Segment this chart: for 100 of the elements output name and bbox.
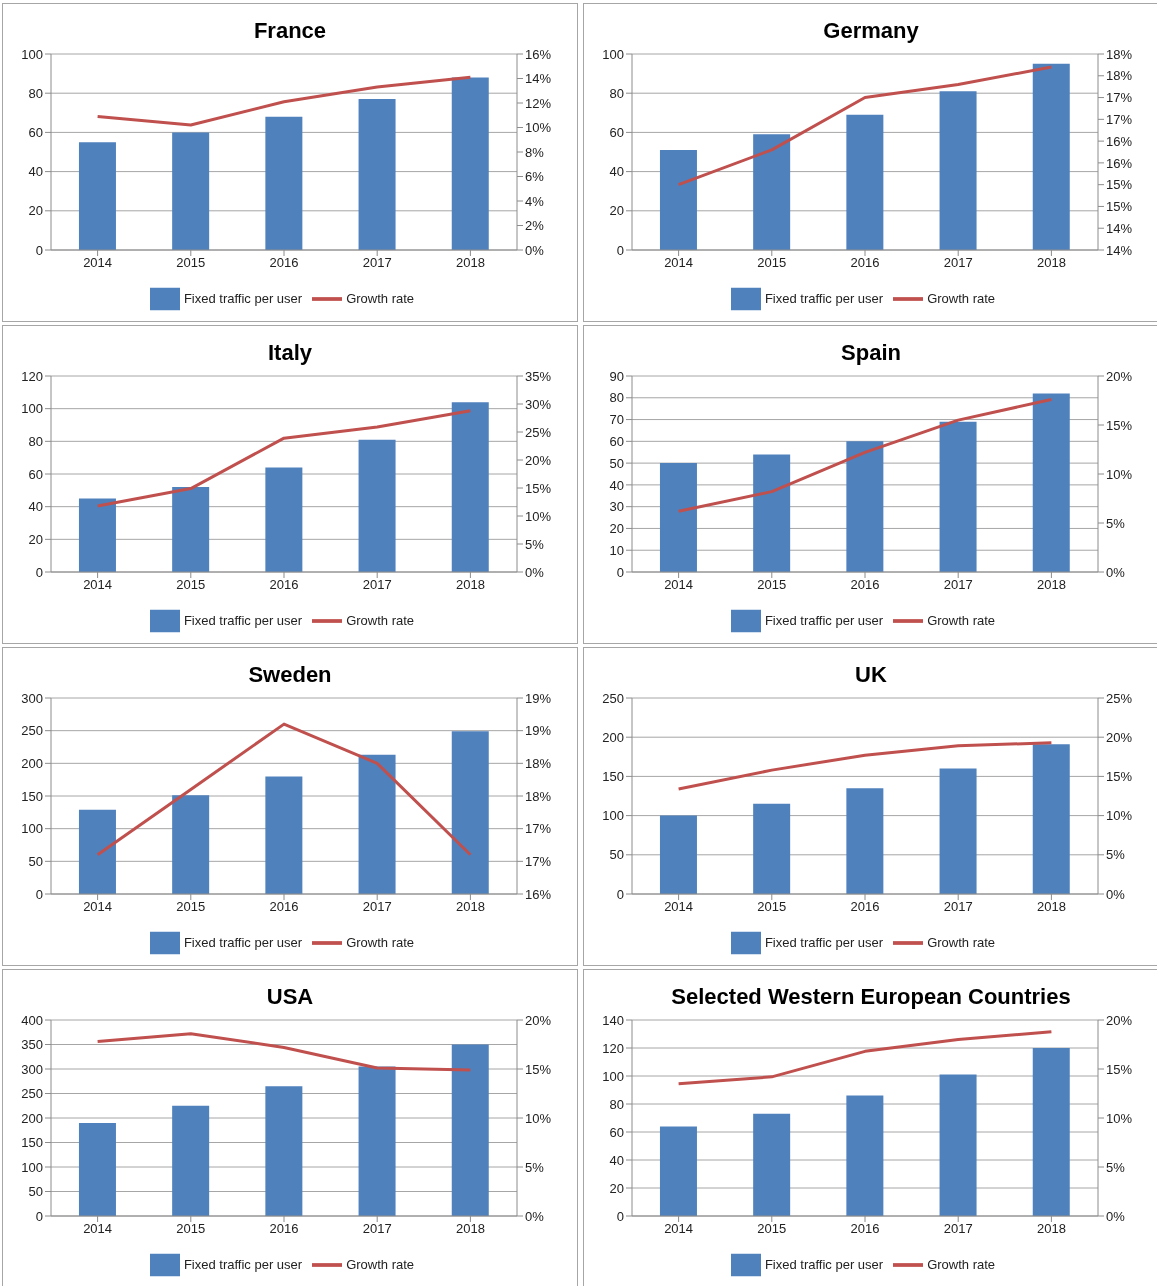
y-tick-label: 60 <box>28 125 43 141</box>
y-tick-label: 100 <box>602 808 624 824</box>
y2-tick-label: 16% <box>525 886 552 902</box>
y-tick-label: 100 <box>21 1159 43 1175</box>
y-tick-label: 90 <box>609 368 624 384</box>
y2-tick-label: 15% <box>1106 417 1133 433</box>
bar <box>78 142 116 250</box>
x-tick-label: 2014 <box>83 255 113 271</box>
legend-label: Growth rate <box>927 291 996 307</box>
legend-label: Fixed traffic per user <box>764 935 884 951</box>
y2-tick-label: 10% <box>1106 466 1133 482</box>
bar <box>1032 1048 1070 1216</box>
y-tick-label: 150 <box>21 1135 43 1151</box>
y2-tick-label: 19% <box>525 723 552 739</box>
bar <box>358 439 396 572</box>
legend-label: Fixed traffic per user <box>764 1257 884 1273</box>
x-tick-label: 2016 <box>269 1221 299 1237</box>
bar <box>172 487 210 572</box>
line-series <box>96 722 472 857</box>
y-tick-label: 0 <box>616 886 624 902</box>
y2-tick-label: 18% <box>525 788 552 804</box>
y2-tick-label: 10% <box>1106 1110 1133 1126</box>
x-tick-label: 2017 <box>362 255 392 271</box>
y-tick-label: 40 <box>28 164 43 180</box>
y-tick-label: 350 <box>21 1037 43 1053</box>
chart-title: Sweden <box>247 661 333 689</box>
y2-tick-label: 20% <box>525 1012 552 1028</box>
legend-label: Growth rate <box>346 935 415 951</box>
y-tick-label: 100 <box>602 46 624 62</box>
y2-tick-label: 17% <box>525 821 552 837</box>
legend-label: Fixed traffic per user <box>183 291 303 307</box>
x-tick-label: 2016 <box>269 255 299 271</box>
y-tick-label: 60 <box>28 466 43 482</box>
x-tick-label: 2015 <box>757 255 787 271</box>
y2-tick-label: 2% <box>525 218 545 234</box>
x-tick-label: 2017 <box>943 899 973 915</box>
x-tick-label: 2018 <box>455 1221 485 1237</box>
y-tick-label: 80 <box>609 1096 624 1112</box>
legend-label: Fixed traffic per user <box>764 291 884 307</box>
y2-tick-label: 10% <box>525 1110 552 1126</box>
y-tick-label: 70 <box>609 412 624 428</box>
x-tick-label: 2018 <box>1036 577 1066 593</box>
legend-label: Fixed traffic per user <box>183 935 303 951</box>
bar <box>846 441 884 572</box>
chart-title: Germany <box>822 17 920 45</box>
y2-tick-label: 25% <box>1106 690 1133 706</box>
y2-tick-label: 14% <box>1106 220 1133 236</box>
y-tick-label: 50 <box>28 1184 43 1200</box>
bar <box>846 1095 884 1216</box>
y2-tick-label: 25% <box>525 424 552 440</box>
y2-tick-label: 5% <box>1106 515 1126 531</box>
y-tick-label: 20 <box>609 203 624 219</box>
line-series <box>677 65 1053 187</box>
bar <box>846 788 884 894</box>
y-tick-label: 200 <box>21 755 43 771</box>
y-tick-label: 0 <box>35 564 43 580</box>
y-tick-label: 400 <box>21 1012 43 1028</box>
chart-title: UK <box>854 661 888 689</box>
bar <box>451 402 489 572</box>
legend-label: Growth rate <box>346 613 415 629</box>
x-tick-label: 2016 <box>269 577 299 593</box>
bar <box>358 99 396 250</box>
bar <box>939 421 977 572</box>
x-tick-label: 2014 <box>664 577 694 593</box>
bar <box>939 768 977 894</box>
y2-tick-label: 18% <box>1106 68 1133 84</box>
y2-tick-label: 18% <box>525 755 552 771</box>
y2-tick-label: 17% <box>1106 111 1133 127</box>
line-series <box>677 741 1053 791</box>
y2-tick-label: 0% <box>525 564 545 580</box>
bar <box>659 150 697 250</box>
x-tick-label: 2015 <box>176 255 206 271</box>
x-tick-label: 2017 <box>943 255 973 271</box>
x-tick-label: 2018 <box>1036 255 1066 271</box>
y-tick-label: 250 <box>21 723 43 739</box>
bar <box>753 134 791 250</box>
y-tick-label: 0 <box>35 242 43 258</box>
x-tick-label: 2015 <box>176 1221 206 1237</box>
y2-tick-label: 15% <box>1106 769 1133 785</box>
y-tick-label: 0 <box>35 1208 43 1224</box>
bar <box>1032 63 1070 250</box>
x-tick-label: 2014 <box>83 577 113 593</box>
y-tick-label: 120 <box>21 368 43 384</box>
y-tick-label: 200 <box>21 1110 43 1126</box>
bar <box>265 116 303 250</box>
y2-tick-label: 15% <box>1106 177 1133 193</box>
y-tick-label: 0 <box>616 564 624 580</box>
bar <box>451 1044 489 1216</box>
x-tick-label: 2018 <box>455 899 485 915</box>
y2-tick-label: 15% <box>525 1061 552 1077</box>
chart-title: Selected Western European Countries <box>670 983 1072 1011</box>
legend-label: Growth rate <box>346 1257 415 1273</box>
bar <box>939 1074 977 1216</box>
bar <box>1032 744 1070 894</box>
x-tick-label: 2015 <box>757 1221 787 1237</box>
y2-tick-label: 17% <box>525 853 552 869</box>
x-tick-label: 2016 <box>269 899 299 915</box>
y2-tick-label: 20% <box>1106 729 1133 745</box>
y-tick-label: 0 <box>616 1208 624 1224</box>
y-tick-label: 150 <box>21 788 43 804</box>
